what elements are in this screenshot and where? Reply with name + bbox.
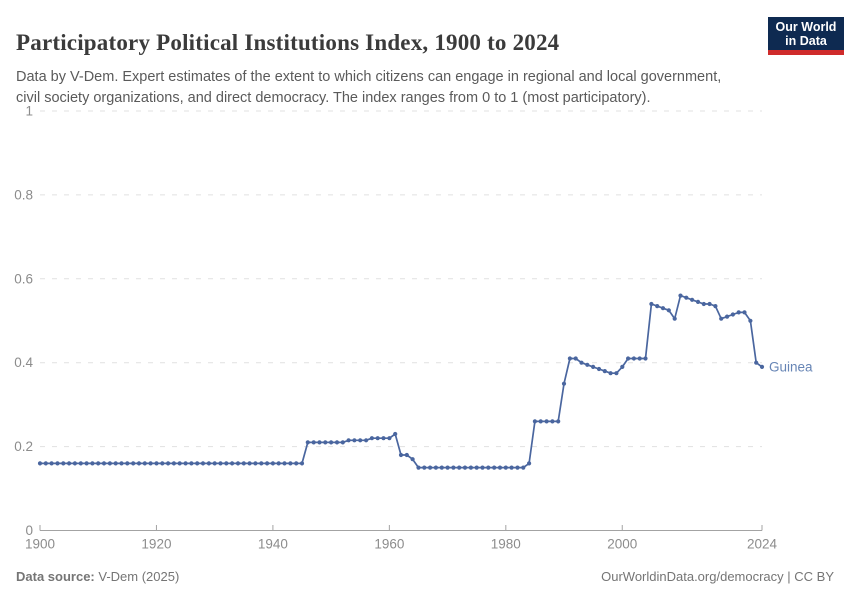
data-source: Data source: V-Dem (2025) [16, 569, 179, 584]
x-tick-label: 1920 [141, 537, 171, 552]
y-gridlines [40, 110, 762, 448]
data-source-label: Data source: [16, 569, 95, 584]
y-tick-label: 0.4 [14, 355, 33, 370]
chart-title: Participatory Political Institutions Ind… [16, 30, 560, 56]
x-tick-label: 2024 [747, 537, 778, 552]
y-axis-labels: 0 0.2 0.4 0.6 0.8 1 [14, 104, 33, 539]
owid-logo[interactable]: Our World in Data [768, 17, 844, 55]
x-tick-label: 2000 [607, 537, 637, 552]
y-tick-label: 0.6 [14, 271, 33, 286]
y-tick-label: 1 [25, 104, 33, 119]
y-tick-label: 0.8 [14, 187, 33, 202]
x-tick-label: 1900 [25, 537, 55, 552]
logo-line2: in Data [785, 34, 827, 48]
x-tick-label: 1940 [258, 537, 288, 552]
x-axis: 1900 1920 1940 1960 1980 2000 2024 [25, 525, 778, 552]
y-tick-label: 0.2 [14, 439, 33, 454]
x-tick-label: 1960 [374, 537, 404, 552]
chart-subtitle: Data by V-Dem. Expert estimates of the e… [16, 68, 722, 106]
logo-line1: Our World [775, 20, 837, 34]
footer-link[interactable]: OurWorldinData.org/democracy | CC BY [601, 569, 834, 584]
entity-label-guinea: Guinea [769, 359, 813, 374]
guinea-series-markers [37, 293, 765, 470]
y-tick-label: 0 [25, 523, 33, 538]
data-source-value: V-Dem (2025) [94, 569, 180, 584]
x-tick-label: 1980 [491, 537, 521, 552]
guinea-series-line [39, 294, 763, 469]
